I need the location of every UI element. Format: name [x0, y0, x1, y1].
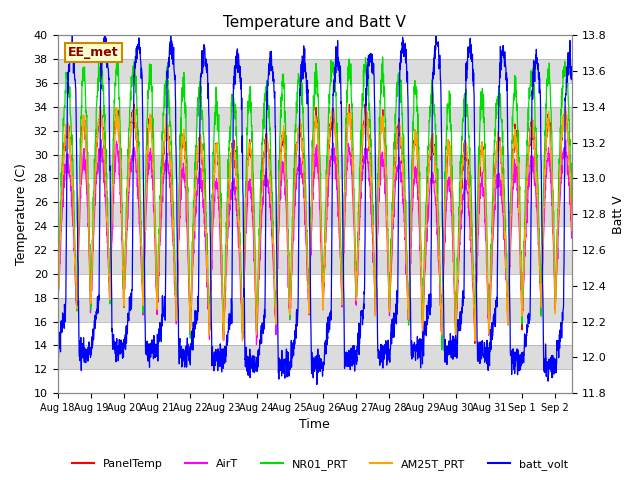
Bar: [58, 131, 572, 155]
X-axis label: Time: Time: [300, 419, 330, 432]
Bar: [58, 179, 572, 202]
Bar: [58, 83, 572, 107]
Bar: [58, 155, 572, 179]
Bar: [58, 36, 572, 59]
Bar: [58, 226, 572, 250]
Bar: [58, 202, 572, 226]
Y-axis label: Temperature (C): Temperature (C): [15, 163, 28, 265]
Bar: [58, 322, 572, 346]
Text: EE_met: EE_met: [68, 46, 118, 59]
Bar: [58, 369, 572, 393]
Bar: [58, 274, 572, 298]
Bar: [58, 298, 572, 322]
Bar: [58, 107, 572, 131]
Bar: [58, 346, 572, 369]
Title: Temperature and Batt V: Temperature and Batt V: [223, 15, 406, 30]
Legend: PanelTemp, AirT, NR01_PRT, AM25T_PRT, batt_volt: PanelTemp, AirT, NR01_PRT, AM25T_PRT, ba…: [68, 455, 572, 474]
Bar: [58, 250, 572, 274]
Y-axis label: Batt V: Batt V: [612, 195, 625, 234]
Bar: [58, 59, 572, 83]
